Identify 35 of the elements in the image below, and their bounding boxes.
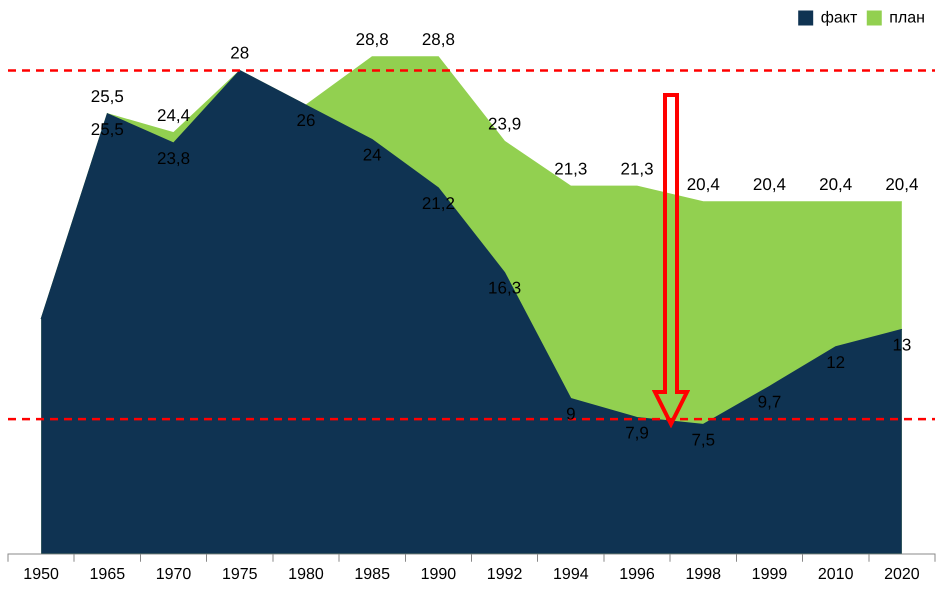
x-tick-label: 1999 (752, 566, 788, 583)
legend-label: факт (820, 9, 858, 26)
x-tick-label: 1998 (685, 566, 722, 583)
data-label: 21,3 (620, 159, 654, 178)
x-tick-label: 1965 (90, 566, 126, 583)
x-tick-label: 1970 (156, 566, 192, 583)
x-tick-label: 1980 (288, 566, 324, 583)
data-label: 21,3 (554, 159, 588, 178)
data-label: 25,5 (90, 86, 124, 106)
data-label: 7,5 (691, 430, 716, 450)
x-tick-label: 1990 (420, 566, 456, 583)
x-tick-label: 1985 (354, 566, 390, 583)
x-tick-label: 1994 (553, 566, 589, 583)
data-label: 7,9 (625, 424, 649, 443)
data-label: 20,4 (686, 174, 720, 194)
x-tick-label: 1996 (619, 566, 655, 583)
x-tick-label: 1992 (486, 566, 523, 583)
data-label: 21,2 (422, 194, 455, 214)
x-tick-label: 1975 (222, 566, 258, 583)
data-label: 28,8 (422, 30, 455, 49)
data-label: 12 (826, 352, 846, 372)
legend-label: план (889, 9, 925, 26)
data-label: 20,4 (752, 174, 786, 194)
data-label: 9,7 (758, 392, 782, 412)
data-label: 26 (296, 111, 316, 130)
data-label: 20,4 (885, 174, 918, 194)
data-label: 20,4 (819, 174, 852, 194)
data-label: 24,4 (156, 106, 190, 125)
data-label: 28,8 (356, 30, 389, 49)
data-label: 23,8 (156, 149, 190, 168)
data-label: 24 (362, 146, 382, 165)
data-label: 28 (230, 44, 250, 63)
x-tick-label: 2010 (818, 566, 854, 583)
x-tick-label: 2020 (884, 566, 920, 583)
x-tick-label: 1950 (23, 566, 60, 583)
